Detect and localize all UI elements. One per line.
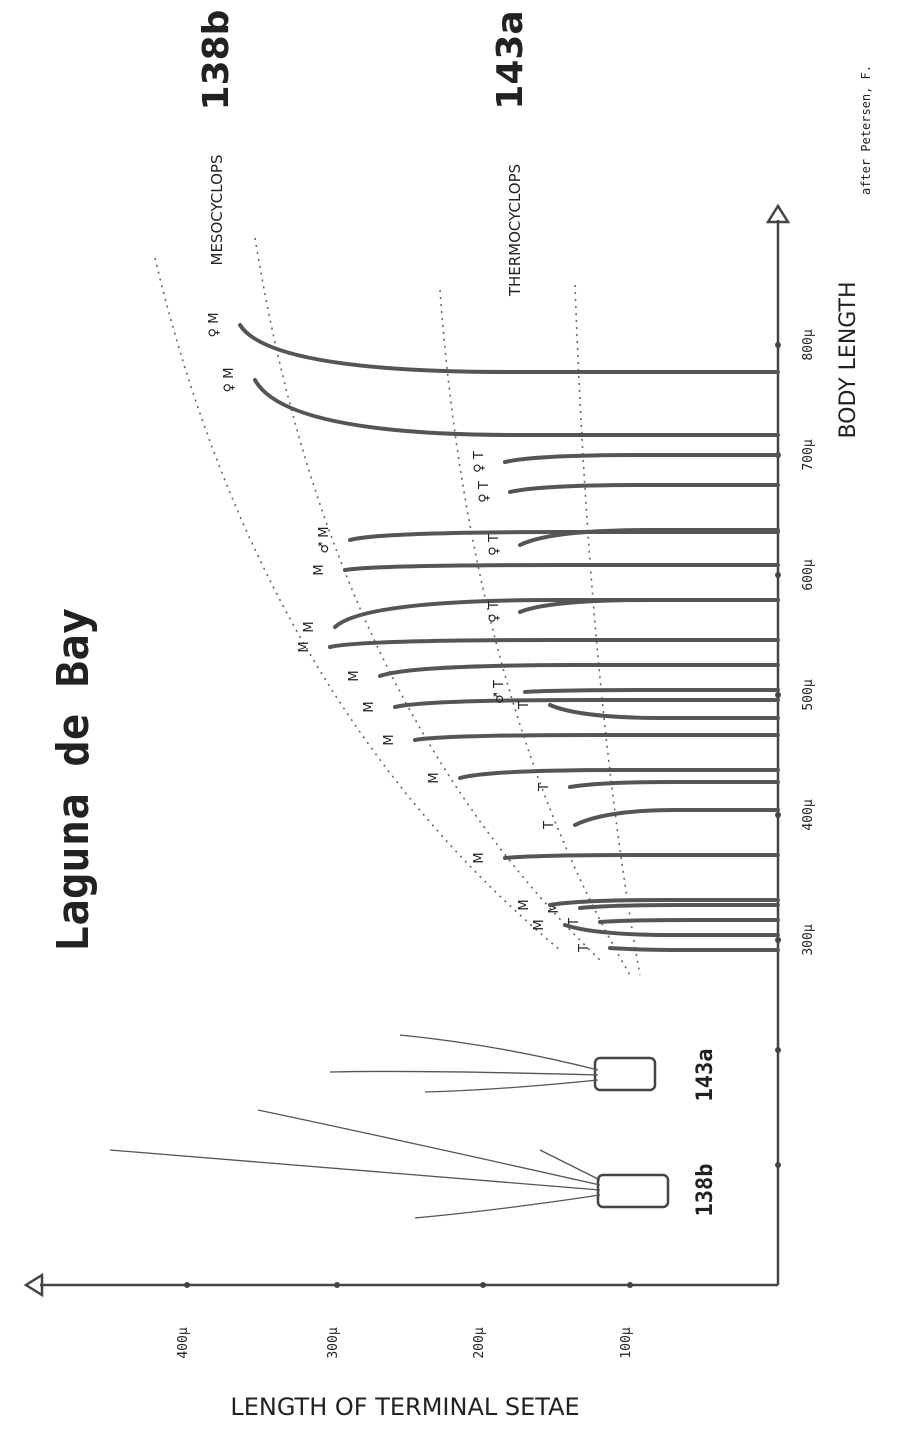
specimen-line — [413, 733, 780, 742]
x-tick-label: 600μ — [801, 559, 816, 590]
tick — [775, 1162, 781, 1168]
specimen-label: ♂ M — [317, 526, 332, 553]
specimen-line — [328, 638, 780, 649]
specimen-line — [598, 918, 780, 924]
specimen-line — [348, 530, 780, 542]
specimen-line — [578, 903, 780, 910]
specimen-line — [393, 698, 780, 709]
specimen-line — [253, 378, 780, 437]
axis-arrow — [765, 203, 791, 224]
header-label: 138b — [196, 10, 237, 111]
specimen-label: M — [382, 734, 397, 745]
credit: after Petersen, F. — [859, 65, 873, 195]
y-tick-label: 300μ — [326, 1327, 341, 1358]
specimen-line — [238, 323, 780, 374]
specimen-line — [518, 598, 780, 614]
specimen-label: M — [547, 902, 562, 913]
genus-label: THERMOCYCLOPS — [506, 164, 524, 297]
specimen-label: ♂ T — [492, 680, 507, 704]
specimen-body — [596, 1173, 670, 1209]
specimen-label: ♀ T — [487, 534, 502, 556]
tick — [184, 1282, 190, 1288]
header-label: 143a — [490, 10, 531, 109]
specimen-label: ♀ T — [487, 601, 502, 623]
specimen-line — [608, 946, 780, 952]
y-tick-label: 200μ — [472, 1327, 487, 1358]
y-tick-label: 100μ — [619, 1327, 634, 1358]
specimen-label: M — [472, 852, 487, 863]
tick — [775, 937, 781, 943]
specimen-label: ♀ M — [207, 313, 222, 338]
specimen-line — [503, 853, 780, 860]
specimen-label: T — [577, 944, 592, 953]
specimen-line — [548, 898, 780, 907]
drawing-label: 138b — [693, 1164, 718, 1217]
specimen-label: T — [537, 783, 552, 792]
axis-label: LENGTH OF TERMINAL SETAE — [230, 1393, 579, 1421]
axis-arrow — [23, 1272, 44, 1298]
x-tick-label: 800μ — [801, 329, 816, 360]
genus-label: MESOCYCLOPS — [208, 155, 226, 266]
specimen-label: M — [302, 621, 317, 632]
specimen-line — [568, 780, 780, 789]
drawing-label: 143a — [693, 1049, 718, 1102]
tick — [775, 342, 781, 348]
specimen-label: M — [347, 670, 362, 681]
setae-drawings — [109, 1034, 670, 1219]
specimen-label: M — [427, 772, 442, 783]
tick — [627, 1282, 633, 1288]
x-tick-label: 500μ — [801, 679, 816, 710]
tick — [334, 1282, 340, 1288]
specimen-label: M — [297, 641, 312, 652]
specimen-line — [343, 563, 780, 572]
specimen-label: T — [542, 821, 557, 830]
seta — [109, 1034, 601, 1219]
tick — [775, 1047, 781, 1053]
specimen-line — [508, 483, 780, 494]
specimen-label: M — [517, 899, 532, 910]
specimen-label: ♀ M — [222, 368, 237, 393]
tick — [480, 1282, 486, 1288]
y-tick-label: 400μ — [176, 1327, 191, 1358]
tick — [775, 812, 781, 818]
trend-curve — [439, 289, 631, 976]
specimen-line — [523, 688, 780, 694]
specimen-label: M — [362, 701, 377, 712]
specimen-line — [333, 598, 780, 629]
specimen-body — [593, 1056, 657, 1092]
x-tick-label: 700μ — [801, 439, 816, 470]
specimen-label: M — [532, 919, 547, 930]
trend-curve — [574, 284, 641, 976]
specimen-line — [548, 703, 780, 720]
specimen-line — [573, 808, 780, 827]
trend-curve — [154, 257, 561, 951]
title: Laguna de Bay — [48, 608, 99, 952]
x-tick-label: 400μ — [801, 799, 816, 830]
tick — [775, 692, 781, 698]
axis-label: BODY LENGTH — [836, 281, 861, 438]
specimen-label: M — [312, 564, 327, 575]
specimen-label: T — [517, 701, 532, 710]
specimen-line — [563, 923, 780, 937]
specimen-line — [518, 528, 780, 547]
x-tick-label: 300μ — [801, 924, 816, 955]
specimen-label: ♀ T — [477, 481, 492, 503]
specimen-line — [378, 663, 780, 678]
specimen-label: T — [567, 918, 582, 927]
specimen-label: ♀ T — [472, 451, 487, 473]
specimen-line — [503, 453, 780, 464]
specimen-line — [458, 768, 780, 780]
tick — [775, 572, 781, 578]
